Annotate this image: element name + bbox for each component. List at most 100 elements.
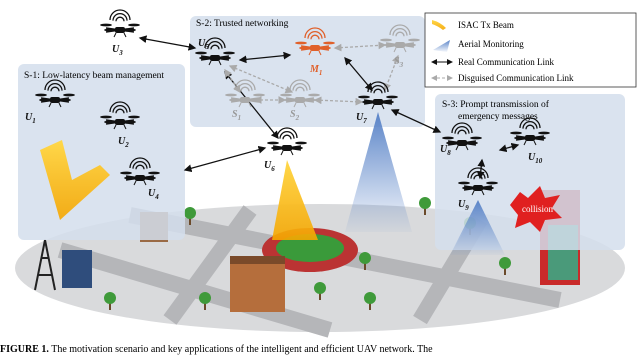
- wifi-arc: [295, 86, 305, 92]
- rotor: [284, 98, 296, 102]
- legend: [424, 12, 637, 88]
- rotor: [267, 141, 279, 145]
- wifi-arc: [109, 9, 131, 21]
- node-label-base: U: [528, 152, 536, 163]
- panel-title: S-1: Low-latency beam management: [24, 71, 164, 81]
- wifi-arc: [204, 37, 226, 49]
- wifi-arc: [112, 12, 128, 21]
- drone: [458, 167, 498, 196]
- real-link: [138, 35, 197, 51]
- node-label: U4: [148, 188, 159, 201]
- stadium-field: [276, 234, 344, 262]
- rotor: [470, 136, 482, 140]
- wifi-arc: [234, 79, 256, 91]
- rotor: [299, 46, 311, 50]
- links: [138, 35, 520, 180]
- rotor: [253, 93, 265, 97]
- wifi-arc: [109, 101, 131, 113]
- rotor: [124, 120, 136, 124]
- rotor: [59, 98, 71, 102]
- tree-crown: [364, 292, 376, 304]
- building: [62, 250, 92, 288]
- legend-label: ISAC Tx Beam: [458, 20, 514, 30]
- drone: [442, 122, 482, 151]
- tree-trunk: [204, 300, 206, 310]
- drone-body: [525, 135, 535, 141]
- isac-beam: [40, 140, 110, 220]
- legend-label: Disguised Communication Link: [458, 73, 574, 83]
- drone-legs: [308, 50, 322, 56]
- disguised-link: [383, 54, 400, 92]
- tree-trunk: [424, 205, 426, 215]
- rotor: [249, 98, 261, 102]
- rotor: [362, 100, 374, 104]
- wifi-arc: [454, 125, 470, 134]
- drone-legs: [280, 150, 294, 156]
- rotor: [538, 131, 550, 135]
- disguised-link: [228, 64, 294, 94]
- wifi-arc: [525, 124, 535, 130]
- legend-label: Real Communication Link: [458, 57, 554, 67]
- tree-crown: [359, 252, 371, 264]
- rotor: [229, 98, 241, 102]
- drone-legs: [133, 180, 147, 186]
- wifi-arc: [44, 79, 66, 91]
- drone-legs: [113, 32, 127, 38]
- caption-text: The motivation scenario and key applicat…: [51, 344, 433, 355]
- drone-body: [210, 55, 220, 61]
- disguised-link: [313, 96, 364, 106]
- wifi-arc: [132, 160, 148, 169]
- real-link: [344, 57, 373, 91]
- wifi-arc: [373, 88, 383, 94]
- drone: [195, 37, 235, 66]
- drone-body: [373, 99, 383, 105]
- rotor: [295, 141, 307, 145]
- rotor: [195, 51, 207, 55]
- drone-legs: [471, 190, 485, 196]
- real-link: [238, 51, 292, 64]
- node-label-base: U: [112, 44, 120, 55]
- rotor: [148, 171, 160, 175]
- rotor: [358, 95, 370, 99]
- tree-trunk: [319, 290, 321, 300]
- wifi-arc: [282, 134, 292, 140]
- rotor: [382, 100, 394, 104]
- drone: [358, 81, 398, 110]
- node-label-sub: 4: [154, 193, 159, 201]
- drone-legs: [393, 47, 407, 53]
- panel-title: emergency messages: [458, 112, 538, 122]
- caption-label: FIGURE 1.: [0, 344, 49, 355]
- rotor: [442, 136, 454, 140]
- drone: [120, 157, 160, 186]
- node-label-base: S: [394, 56, 400, 67]
- node-label-sub: 6: [271, 165, 275, 173]
- isac-beam: [272, 160, 318, 240]
- node-label-sub: 5: [205, 43, 209, 51]
- rotor: [323, 41, 335, 45]
- wifi-arc: [50, 86, 60, 92]
- node-label-sub: 10: [535, 157, 543, 165]
- annotation: collision: [522, 204, 553, 214]
- wifi-arc: [392, 27, 408, 36]
- wifi-arc: [367, 81, 389, 93]
- node-label-sub: 8: [447, 149, 451, 157]
- node-label: U1: [25, 112, 36, 125]
- rotor: [225, 93, 237, 97]
- wifi-arc: [467, 167, 489, 179]
- rotor: [128, 115, 140, 119]
- node-label-sub: 9: [465, 204, 469, 212]
- node-label-sub: 2: [295, 114, 300, 122]
- node-label-base: M: [309, 64, 320, 75]
- rotor: [124, 28, 136, 32]
- drone-legs: [293, 102, 307, 108]
- tree-trunk: [109, 300, 111, 310]
- node-label-sub: 1: [319, 69, 323, 77]
- node-label: U7: [356, 112, 367, 125]
- wifi-arc: [135, 164, 145, 170]
- node-label-base: U: [264, 160, 272, 171]
- wifi-arc: [457, 129, 467, 135]
- node-label-base: U: [458, 199, 466, 210]
- roof: [230, 256, 285, 264]
- node-label-sub: 3: [399, 61, 404, 69]
